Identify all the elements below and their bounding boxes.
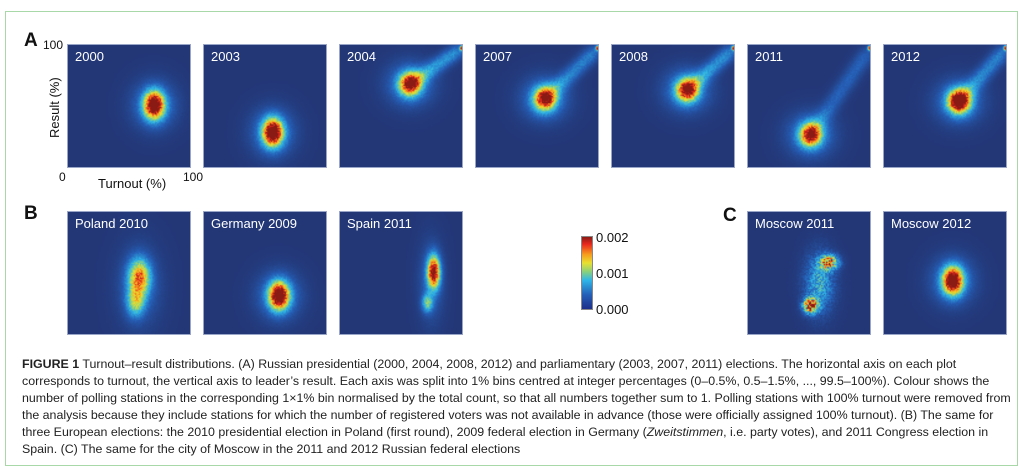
heatmap-panel: 2000 [67, 44, 191, 168]
panel-title: Moscow 2011 [755, 216, 835, 231]
panel-title: Germany 2009 [211, 216, 297, 231]
caption-text-2: , i.e. party votes), and 2011 Congress e… [22, 425, 989, 456]
heatmap-canvas [204, 45, 326, 167]
y-tick-100: 100 [43, 38, 64, 52]
panel-title: 2004 [347, 49, 376, 64]
figure-caption: FIGURE 1 Turnout–result distributions. (… [22, 356, 1012, 458]
panel-letter-c: C [723, 205, 737, 226]
heatmap-panel: Poland 2010 [67, 211, 191, 335]
heatmap-panel: Moscow 2011 [747, 211, 871, 335]
heatmap-panel: 2004 [339, 44, 463, 168]
caption-italic: Zweitstimmen [646, 425, 724, 439]
colorbar [581, 236, 593, 310]
heatmap-panel: 2003 [203, 44, 327, 168]
heatmap-canvas [748, 212, 870, 334]
heatmap-canvas [884, 212, 1006, 334]
heatmap-canvas [884, 45, 1006, 167]
heatmap-panel: 2012 [883, 44, 1007, 168]
x-axis-label: Turnout (%) [98, 176, 167, 191]
colorbar-tick-mid: 0.001 [596, 266, 629, 281]
x-tick-100: 100 [183, 170, 204, 184]
panel-title: 2011 [755, 49, 783, 64]
colorbar-tick-max: 0.002 [596, 230, 629, 245]
heatmap-canvas [340, 212, 462, 334]
panel-title: 2008 [619, 49, 648, 64]
heatmap-canvas [340, 45, 462, 167]
panel-title: 2000 [75, 49, 104, 64]
figure-frame [5, 11, 1018, 466]
y-axis-label: Result (%) [47, 77, 62, 138]
x-tick-0: 0 [59, 170, 66, 184]
heatmap-canvas [612, 45, 734, 167]
heatmap-canvas [476, 45, 598, 167]
caption-text-1: Turnout–result distributions. (A) Russia… [22, 357, 1011, 439]
panel-letter-b: B [24, 203, 38, 224]
heatmap-panel: Germany 2009 [203, 211, 327, 335]
heatmap-panel: Moscow 2012 [883, 211, 1007, 335]
heatmap-canvas [68, 212, 190, 334]
panel-title: Poland 2010 [75, 216, 149, 231]
panel-title: 2003 [211, 49, 240, 64]
heatmap-canvas [68, 45, 190, 167]
panel-title: 2007 [483, 49, 512, 64]
panel-letter-a: A [24, 30, 38, 51]
heatmap-canvas [204, 212, 326, 334]
heatmap-panel: 2007 [475, 44, 599, 168]
panel-title: Spain 2011 [347, 216, 412, 231]
heatmap-canvas [748, 45, 870, 167]
panel-title: 2012 [891, 49, 920, 64]
heatmap-panel: 2008 [611, 44, 735, 168]
heatmap-panel: Spain 2011 [339, 211, 463, 335]
heatmap-panel: 2011 [747, 44, 871, 168]
colorbar-tick-min: 0.000 [596, 302, 629, 317]
panel-title: Moscow 2012 [891, 216, 972, 231]
caption-label: FIGURE 1 [22, 357, 80, 371]
